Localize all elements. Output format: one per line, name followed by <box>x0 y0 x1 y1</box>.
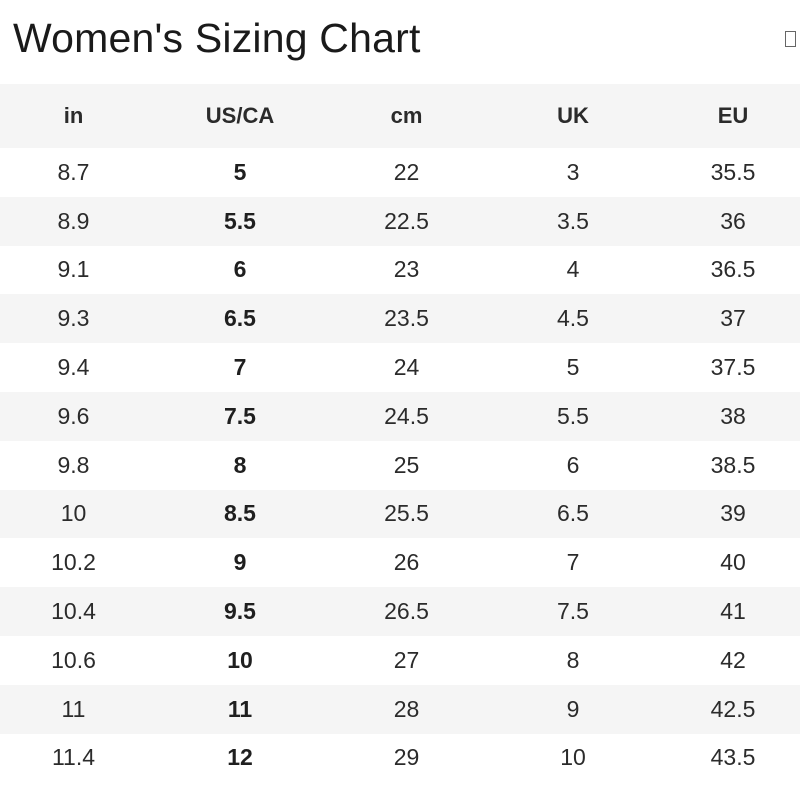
sizing-table: in US/CA cm UK EU 8.7 5 22 3 35.5 8.9 5.5 22.5 3… <box>0 84 800 782</box>
cell-cm: 24 <box>393 354 420 381</box>
cell-in: 9.6 <box>57 402 90 429</box>
cell-eu: 39 <box>720 500 746 527</box>
cell-in: 8.7 <box>57 158 90 185</box>
table-row: 9.6 7.5 24.5 5.5 38 <box>0 391 800 441</box>
cell-cm: 27 <box>393 646 420 673</box>
cell-cm: 22.5 <box>384 207 429 234</box>
cell-cm: 25.5 <box>384 500 429 527</box>
cell-uk: 8 <box>566 646 580 673</box>
cell-uk: 3.5 <box>557 207 589 234</box>
table-row: 8.9 5.5 22.5 3.5 36 <box>0 196 800 246</box>
cell-in: 10.2 <box>51 549 96 576</box>
cell-uk: 7.5 <box>557 598 589 625</box>
cell-cm: 28 <box>393 695 420 722</box>
table-row: 9.8 8 25 6 38.5 <box>0 441 800 490</box>
cell-uk: 5 <box>566 354 580 381</box>
cell-in: 10.6 <box>51 646 96 673</box>
table-row: 11.4 12 29 10 43.5 <box>0 734 800 783</box>
cell-cm: 23 <box>393 256 420 283</box>
cell-cm: 25 <box>393 451 420 478</box>
cell-in: 9.1 <box>57 256 90 283</box>
cell-in: 9.8 <box>57 451 90 478</box>
cell-eu: 37.5 <box>710 354 756 381</box>
cell-us-ca: 6 <box>233 256 247 283</box>
table-row: 9.1 6 23 4 36.5 <box>0 246 800 295</box>
cell-eu: 36 <box>720 207 746 234</box>
cell-in: 11 <box>61 695 86 722</box>
close-icon[interactable] <box>785 31 796 47</box>
cell-in: 9.4 <box>57 354 90 381</box>
table-row: 10.2 9 26 7 40 <box>0 538 800 587</box>
table-row: 11 11 28 9 42.5 <box>0 684 800 734</box>
cell-eu: 42.5 <box>710 695 756 722</box>
cell-eu: 38.5 <box>710 451 756 478</box>
cell-eu: 35.5 <box>710 158 756 185</box>
column-header-eu: EU <box>717 103 749 128</box>
cell-cm: 22 <box>393 158 420 185</box>
cell-us-ca: 7 <box>233 354 247 381</box>
cell-us-ca: 9 <box>233 549 247 576</box>
cell-us-ca: 8 <box>233 451 247 478</box>
cell-cm: 23.5 <box>384 305 429 332</box>
cell-us-ca: 12 <box>227 744 253 771</box>
cell-in: 9.3 <box>57 305 90 332</box>
cell-us-ca: 7.5 <box>224 402 256 429</box>
cell-uk: 4 <box>566 256 580 283</box>
table-row: 9.3 6.5 23.5 4.5 37 <box>0 294 800 344</box>
cell-in: 8.9 <box>57 207 90 234</box>
cell-cm: 26.5 <box>384 598 429 625</box>
cell-us-ca: 5 <box>233 158 247 185</box>
cell-uk: 7 <box>566 549 580 576</box>
cell-eu: 38 <box>720 402 746 429</box>
cell-cm: 29 <box>393 744 420 771</box>
page-title: Women's Sizing Chart <box>13 15 421 61</box>
cell-us-ca: 9.5 <box>224 598 256 625</box>
cell-eu: 36.5 <box>710 256 756 283</box>
table-row: 10 8.5 25.5 6.5 39 <box>0 489 800 539</box>
cell-uk: 5.5 <box>557 402 589 429</box>
cell-uk: 3 <box>566 158 580 185</box>
cell-in: 10 <box>60 500 87 527</box>
cell-uk: 4.5 <box>557 305 589 332</box>
cell-eu: 37 <box>720 305 746 332</box>
cell-us-ca: 6.5 <box>224 305 256 332</box>
table-row: 10.4 9.5 26.5 7.5 41 <box>0 587 800 636</box>
cell-us-ca: 8.5 <box>224 500 256 527</box>
cell-cm: 26 <box>393 549 420 576</box>
table-body: 8.7 5 22 3 35.5 8.9 5.5 22.5 3.5 36 9.1 6 23 4 36.5 9.3… <box>0 148 800 782</box>
cell-eu: 43.5 <box>710 744 756 771</box>
column-header-cm: cm <box>390 103 423 128</box>
table-row: 10.6 10 27 8 42 <box>0 636 800 685</box>
cell-us-ca: 11 <box>227 695 253 722</box>
table-row: 9.4 7 24 5 37.5 <box>0 343 800 392</box>
table-row: 8.7 5 22 3 35.5 <box>0 148 800 197</box>
column-header-uk: UK <box>557 103 589 128</box>
cell-in: 11.4 <box>51 744 96 771</box>
cell-uk: 9 <box>566 695 580 722</box>
cell-us-ca: 10 <box>227 646 253 673</box>
cell-cm: 24.5 <box>384 402 429 429</box>
column-header-in: in <box>63 103 84 128</box>
cell-eu: 42 <box>720 646 746 673</box>
cell-eu: 40 <box>720 549 746 576</box>
cell-uk: 10 <box>560 744 586 771</box>
cell-us-ca: 5.5 <box>224 207 256 234</box>
table-header-row: in US/CA cm UK EU <box>0 84 800 148</box>
column-header-us-ca: US/CA <box>205 103 275 128</box>
cell-in: 10.4 <box>51 598 96 625</box>
cell-uk: 6 <box>566 451 580 478</box>
chart-header: Women's Sizing Chart <box>0 0 800 84</box>
cell-uk: 6.5 <box>557 500 589 527</box>
cell-eu: 41 <box>720 598 746 625</box>
